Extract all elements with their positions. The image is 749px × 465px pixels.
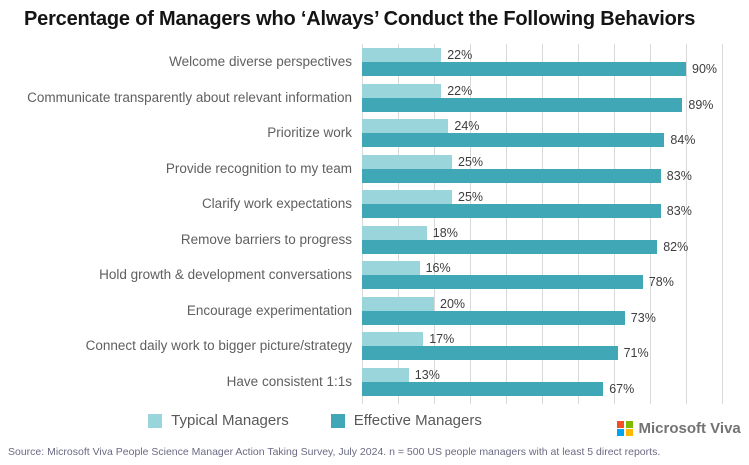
value-label: 24%: [454, 119, 480, 133]
value-label: 82%: [663, 239, 689, 254]
value-label: 84%: [670, 133, 696, 147]
gridline: [398, 44, 399, 404]
bar-typical: 22%: [362, 48, 472, 62]
logo-square-blue: [617, 429, 624, 437]
logo-square-yellow: [625, 429, 633, 437]
chart-row: Hold growth & development conversations 1…: [0, 261, 749, 289]
value-label: 83%: [666, 168, 692, 183]
value-label: 22%: [447, 48, 473, 62]
bar-typical: 20%: [362, 296, 465, 311]
value-label: 17%: [429, 332, 455, 346]
value-label: 89%: [688, 97, 714, 112]
bar-typical: 17%: [362, 332, 454, 346]
chart-row: Communicate transparently about relevant…: [0, 83, 749, 112]
gridline: [686, 44, 687, 404]
gridline: [470, 44, 471, 404]
category-label: Communicate transparently about relevant…: [27, 89, 352, 105]
value-label: 25%: [458, 190, 484, 204]
bar-effective: 90%: [362, 62, 717, 76]
value-label: 71%: [623, 346, 649, 360]
legend-swatch-icon: [330, 413, 345, 428]
chart-row: Remove barriers to progress 18% 82%: [0, 225, 749, 254]
gridline: [578, 44, 579, 404]
value-label: 67%: [609, 381, 635, 396]
value-label: 73%: [630, 310, 656, 325]
value-label: 22%: [447, 83, 473, 98]
value-label: 13%: [414, 367, 440, 382]
bar-typical: 22%: [362, 83, 472, 98]
plot-area: [362, 44, 724, 404]
value-label: 90%: [692, 62, 718, 76]
gridline: [542, 44, 543, 404]
category-label: Connect daily work to bigger picture/str…: [85, 338, 352, 353]
category-label: Hold growth & development conversations: [99, 267, 352, 282]
bar-typical: 18%: [362, 225, 458, 240]
value-label: 78%: [648, 275, 674, 289]
bar-effective: 89%: [362, 97, 713, 112]
chart-row: Connect daily work to bigger picture/str…: [0, 332, 749, 360]
category-label: Prioritize work: [267, 125, 352, 140]
legend-item: Typical Managers: [148, 412, 289, 429]
category-label: Provide recognition to my team: [165, 160, 352, 176]
gridline: [362, 44, 363, 404]
bar-typical: 25%: [362, 190, 483, 204]
legend-swatch-icon: [148, 413, 163, 428]
category-label: Have consistent 1:1s: [226, 373, 352, 389]
bar-effective: 83%: [362, 168, 692, 183]
value-label: 16%: [425, 261, 451, 275]
bar-effective: 84%: [362, 133, 695, 147]
chart-row: Prioritize work 24% 84%: [0, 119, 749, 147]
bar-effective: 82%: [362, 239, 688, 254]
bar-effective: 73%: [362, 310, 656, 325]
chart-row: Encourage experimentation 20% 73%: [0, 296, 749, 325]
chart-row: Provide recognition to my team 25% 83%: [0, 154, 749, 183]
source-note: Source: Microsoft Viva People Science Ma…: [8, 446, 661, 458]
category-label: Encourage experimentation: [186, 302, 352, 318]
legend-label: Effective Managers: [353, 412, 482, 429]
chart-row: Welcome diverse perspectives 22% 90%: [0, 48, 749, 76]
chart-row: Have consistent 1:1s 13% 67%: [0, 367, 749, 396]
bar-effective: 78%: [362, 275, 674, 289]
gridline: [506, 44, 507, 404]
microsoft-logo-icon: [617, 420, 633, 437]
value-label: 83%: [666, 204, 692, 218]
chart-row: Clarify work expectations 25% 83%: [0, 190, 749, 218]
bar-effective: 67%: [362, 381, 634, 396]
gridline: [650, 44, 651, 404]
legend-item: Effective Managers: [330, 412, 482, 429]
value-label: 18%: [432, 225, 458, 240]
bar-effective: 71%: [362, 346, 649, 360]
gridline: [722, 44, 723, 404]
bar-typical: 24%: [362, 119, 479, 133]
gridline: [614, 44, 615, 404]
legend: Typical Managers Effective Managers: [0, 412, 630, 429]
bar-effective: 83%: [362, 204, 692, 218]
category-label: Clarify work expectations: [201, 196, 352, 211]
logo-text: Microsoft Viva: [638, 420, 741, 437]
value-label: 20%: [440, 296, 466, 311]
bar-typical: 25%: [362, 154, 483, 169]
microsoft-viva-logo: Microsoft Viva: [617, 420, 741, 437]
logo-square-green: [625, 420, 633, 428]
legend-label: Typical Managers: [171, 412, 289, 429]
bar-rows: Welcome diverse perspectives 22% 90% Commun…: [0, 48, 749, 404]
bar-typical: 16%: [362, 261, 451, 275]
bar-typical: 13%: [362, 367, 440, 382]
logo-square-red: [617, 420, 624, 428]
category-label: Welcome diverse perspectives: [169, 54, 352, 69]
chart-title: Percentage of Managers who ‘Always’ Cond…: [24, 8, 696, 30]
value-label: 25%: [458, 154, 484, 169]
category-label: Remove barriers to progress: [180, 231, 352, 247]
gridline: [434, 44, 435, 404]
